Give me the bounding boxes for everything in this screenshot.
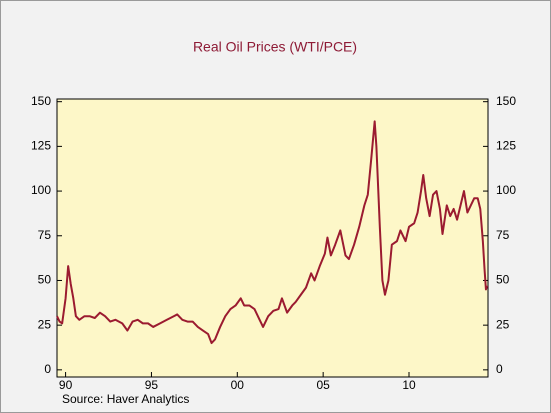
line-series	[56, 120, 489, 345]
plot-area	[56, 98, 489, 378]
y-tick-label: 0	[44, 362, 51, 376]
x-tick-label: 05	[316, 378, 330, 392]
y2-tick-label: 25	[496, 317, 510, 331]
x-tick-label: 95	[145, 378, 159, 392]
y2-tick-label: 0	[496, 362, 503, 376]
x-tick-label: 00	[231, 378, 245, 392]
y-tick-label: 100	[31, 183, 51, 197]
chart-title: Real Oil Prices (WTI/PCE)	[193, 39, 357, 55]
y2-tick-label: 125	[496, 139, 516, 153]
y2-tick-label: 75	[496, 228, 510, 242]
y2-tick-label: 150	[496, 94, 516, 108]
y-tick-label: 125	[31, 139, 51, 153]
y-tick-label: 75	[38, 228, 52, 242]
x-tick-label: 90	[59, 378, 73, 392]
y2-tick-label: 100	[496, 183, 516, 197]
y-tick-label: 50	[38, 273, 52, 287]
source: Source: Haver Analytics	[62, 392, 189, 406]
y2-tick-label: 50	[496, 273, 510, 287]
y-tick-label: 150	[31, 94, 51, 108]
y-tick-label: 25	[38, 317, 52, 331]
x-tick-label: 10	[402, 378, 416, 392]
